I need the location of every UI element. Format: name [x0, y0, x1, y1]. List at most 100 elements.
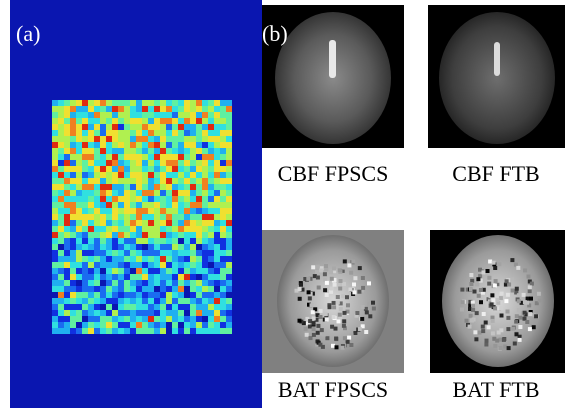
pixel: [518, 325, 522, 329]
pixel: [325, 281, 329, 285]
pixel: [470, 319, 474, 323]
pixel: [70, 310, 76, 316]
pixel: [178, 154, 184, 160]
pixel: [142, 124, 148, 130]
pixel: [214, 286, 220, 292]
pixel: [136, 292, 142, 298]
pixel: [70, 160, 76, 166]
pixel: [226, 118, 232, 124]
pixel: [82, 274, 88, 280]
pixel: [112, 130, 118, 136]
pixel: [184, 256, 190, 262]
pixel: [64, 136, 70, 142]
pixel: [76, 172, 82, 178]
pixel: [64, 124, 70, 130]
pixel: [226, 304, 232, 310]
pixel: [58, 184, 64, 190]
pixel: [214, 148, 220, 154]
pixel: [64, 286, 70, 292]
pixel: [70, 202, 76, 208]
pixel: [196, 142, 202, 148]
pixel: [106, 100, 112, 106]
pixel: [136, 196, 142, 202]
pixel: [323, 288, 327, 292]
pixel: [166, 268, 172, 274]
pixel: [76, 274, 82, 280]
pixel: [142, 196, 148, 202]
pixel: [64, 232, 70, 238]
pixel: [124, 304, 130, 310]
pixel: [154, 196, 160, 202]
pixel: [118, 292, 124, 298]
pixel: [82, 190, 88, 196]
pixel: [178, 256, 184, 262]
pixel: [112, 322, 118, 328]
pixel: [298, 319, 302, 323]
pixel: [214, 256, 220, 262]
pixel: [76, 268, 82, 274]
pixel: [178, 322, 184, 328]
pixel: [196, 124, 202, 130]
pixel: [130, 178, 136, 184]
pixel: [208, 190, 214, 196]
pixel: [136, 190, 142, 196]
pixel: [106, 154, 112, 160]
pixel: [94, 130, 100, 136]
pixel: [196, 160, 202, 166]
pixel: [76, 208, 82, 214]
pixel: [160, 328, 166, 334]
pixel: [172, 220, 178, 226]
pixel: [196, 154, 202, 160]
pixel: [106, 262, 112, 268]
pixel: [178, 118, 184, 124]
pixel: [112, 328, 118, 334]
pixel: [484, 343, 488, 347]
pixel: [361, 305, 365, 309]
pixel: [88, 256, 94, 262]
pixel: [52, 250, 58, 256]
pixel: [148, 214, 154, 220]
pixel: [196, 166, 202, 172]
pixel: [118, 166, 124, 172]
pixel: [522, 293, 526, 297]
pixel: [190, 148, 196, 154]
pixel: [70, 292, 76, 298]
pixel: [530, 282, 534, 286]
pixel: [178, 124, 184, 130]
pixel: [208, 100, 214, 106]
pixel: [226, 154, 232, 160]
pixel: [124, 268, 130, 274]
pixel: [124, 298, 130, 304]
pixel: [82, 280, 88, 286]
pixel: [148, 256, 154, 262]
pixel: [118, 178, 124, 184]
pixel: [517, 299, 521, 303]
pixel: [118, 298, 124, 304]
pixel: [130, 220, 136, 226]
pixel: [64, 304, 70, 310]
pixel: [172, 154, 178, 160]
pixel: [130, 190, 136, 196]
pixel: [82, 238, 88, 244]
pixel: [226, 148, 232, 154]
pixel: [166, 166, 172, 172]
pixel: [76, 292, 82, 298]
pixel: [190, 178, 196, 184]
pixel: [220, 304, 226, 310]
pixel: [220, 310, 226, 316]
pixel: [178, 178, 184, 184]
pixel: [118, 208, 124, 214]
pixel: [190, 154, 196, 160]
pixel: [118, 244, 124, 250]
pixel: [487, 325, 491, 329]
pixel: [160, 184, 166, 190]
pixel: [64, 184, 70, 190]
pixel: [214, 130, 220, 136]
pixel: [64, 190, 70, 196]
pixel: [70, 190, 76, 196]
pixel: [178, 292, 184, 298]
pixel: [88, 304, 94, 310]
pixel: [142, 286, 148, 292]
pixel: [475, 283, 479, 287]
pixel: [124, 130, 130, 136]
